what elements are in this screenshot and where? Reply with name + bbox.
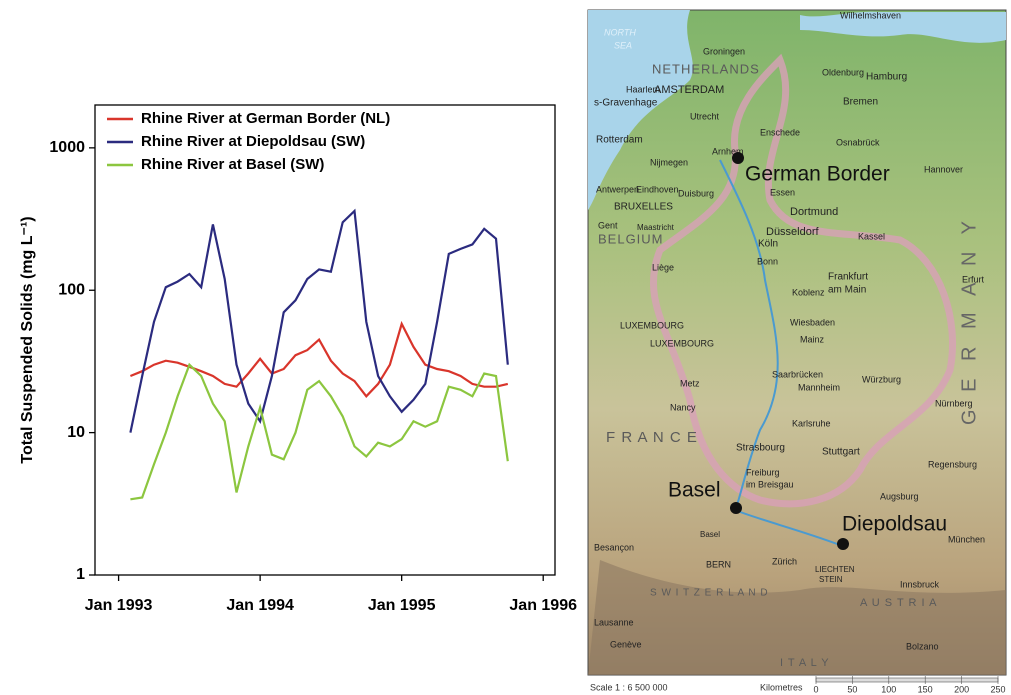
map-label: Oldenburg <box>822 67 864 77</box>
map-label: Enschede <box>760 127 800 137</box>
y-tick-label: 1000 <box>49 139 85 156</box>
map-label: Bonn <box>757 256 778 266</box>
map-label: Duisburg <box>678 188 714 198</box>
map-label: Zürich <box>772 556 797 566</box>
map-label: Wilhelmshaven <box>840 10 901 20</box>
map-label: NETHERLANDS <box>652 61 760 76</box>
map-label: A U S T R I A <box>860 597 937 609</box>
y-tick-label: 1 <box>76 566 85 583</box>
map-label: Kassel <box>858 231 885 241</box>
map-label: Besançon <box>594 542 634 552</box>
map-label: SEA <box>614 40 632 50</box>
map-label: Groningen <box>703 46 745 56</box>
series-line <box>130 324 507 396</box>
map-label: STEIN <box>819 575 843 584</box>
map-label: Karlsruhe <box>792 418 831 428</box>
map-label: Liège <box>652 262 674 272</box>
map-label: Innsbruck <box>900 579 940 589</box>
map-label: Gent <box>598 220 618 230</box>
map-label: NORTH <box>604 27 636 37</box>
series-line <box>130 365 507 500</box>
site-label: German Border <box>745 163 890 186</box>
site-marker <box>837 538 849 550</box>
map-label: Würzburg <box>862 374 901 384</box>
plot-frame <box>95 105 555 575</box>
map-label: BERN <box>706 559 731 569</box>
map-label: Wiesbaden <box>790 317 835 327</box>
scale-unit: Kilometres <box>760 682 803 692</box>
map-label: Hamburg <box>866 72 907 83</box>
x-tick-label: Jan 1994 <box>226 597 294 614</box>
map-label: s-Gravenhage <box>594 98 658 109</box>
map-label: Bolzano <box>906 641 939 651</box>
scale-label: Scale 1 : 6 500 000 <box>590 682 668 692</box>
map-label: BRUXELLES <box>614 202 673 213</box>
map-label: Lausanne <box>594 617 634 627</box>
y-axis-label: Total Suspended Solids (mg L⁻¹) <box>19 216 36 463</box>
map-label: LUXEMBOURG <box>650 338 714 348</box>
site-label: Basel <box>668 479 721 502</box>
map-label: Düsseldorf <box>766 226 820 238</box>
map-label: Hannover <box>924 164 963 174</box>
series-line <box>130 211 507 433</box>
legend-label: Rhine River at German Border (NL) <box>141 110 390 127</box>
x-tick-label: Jan 1993 <box>85 597 153 614</box>
site-marker <box>730 502 742 514</box>
map-label: Genève <box>610 639 642 649</box>
y-tick-label: 100 <box>58 281 85 298</box>
map-label: Antwerpen <box>596 184 639 194</box>
figure: NORTH SEA Groningen Wilhelmshaven NETHERLAND… <box>0 0 1011 695</box>
map-label: Stuttgart <box>822 447 860 458</box>
map-label: am Main <box>828 285 866 296</box>
site-marker <box>732 152 744 164</box>
map-label: S W I T Z E R L A N D <box>650 588 769 599</box>
map-label: Rotterdam <box>596 135 643 146</box>
map-label: Bremen <box>843 97 878 108</box>
map-label: G E R M A N Y <box>958 215 980 425</box>
scale-tick-label: 0 <box>813 684 818 694</box>
map-label: LIECHTEN <box>815 565 855 574</box>
map-label: Strasbourg <box>736 443 785 454</box>
scale-tick-label: 250 <box>990 684 1005 694</box>
map-label: im Breisgau <box>746 479 794 489</box>
map-label: Eindhoven <box>636 184 679 194</box>
site-label: Diepoldsau <box>842 513 947 536</box>
map-label: Mainz <box>800 334 825 344</box>
map-label: Metz <box>680 378 700 388</box>
scale-tick-label: 100 <box>881 684 896 694</box>
scale-tick-label: 50 <box>847 684 857 694</box>
map-label: AMSTERDAM <box>654 84 724 96</box>
map-label: Essen <box>770 187 795 197</box>
map-label: Basel <box>700 530 720 539</box>
map-label: Utrecht <box>690 111 720 121</box>
map-label: Mannheim <box>798 382 840 392</box>
map-label: München <box>948 534 985 544</box>
map-label: Freiburg <box>746 467 780 477</box>
map-label: Osnabrück <box>836 137 880 147</box>
map-label: Saarbrücken <box>772 369 823 379</box>
scale-bar <box>816 678 998 682</box>
map-label: LUXEMBOURG <box>620 320 684 330</box>
map-label: Regensburg <box>928 459 977 469</box>
map-label: Frankfurt <box>828 272 868 283</box>
x-tick-label: Jan 1996 <box>509 597 577 614</box>
map: NORTH SEA Groningen Wilhelmshaven NETHERLAND… <box>588 10 1006 675</box>
scale-tick-label: 200 <box>954 684 969 694</box>
map-label: BELGIUM <box>598 231 664 246</box>
scale-tick-label: 150 <box>918 684 933 694</box>
legend-label: Rhine River at Diepoldsau (SW) <box>141 133 365 150</box>
map-label: Nijmegen <box>650 157 688 167</box>
y-tick-label: 10 <box>67 424 85 441</box>
map-label: Nancy <box>670 402 696 412</box>
x-tick-label: Jan 1995 <box>368 597 436 614</box>
map-label: F R A N C E <box>606 429 698 446</box>
map-label: Augsburg <box>880 491 919 501</box>
map-label: I T A L Y <box>780 657 830 669</box>
legend-label: Rhine River at Basel (SW) <box>141 156 324 173</box>
map-label: Koblenz <box>792 287 825 297</box>
map-label: Köln <box>758 239 778 250</box>
map-label: Dortmund <box>790 206 838 218</box>
page: NORTH SEA Groningen Wilhelmshaven NETHERLAND… <box>0 0 1011 695</box>
